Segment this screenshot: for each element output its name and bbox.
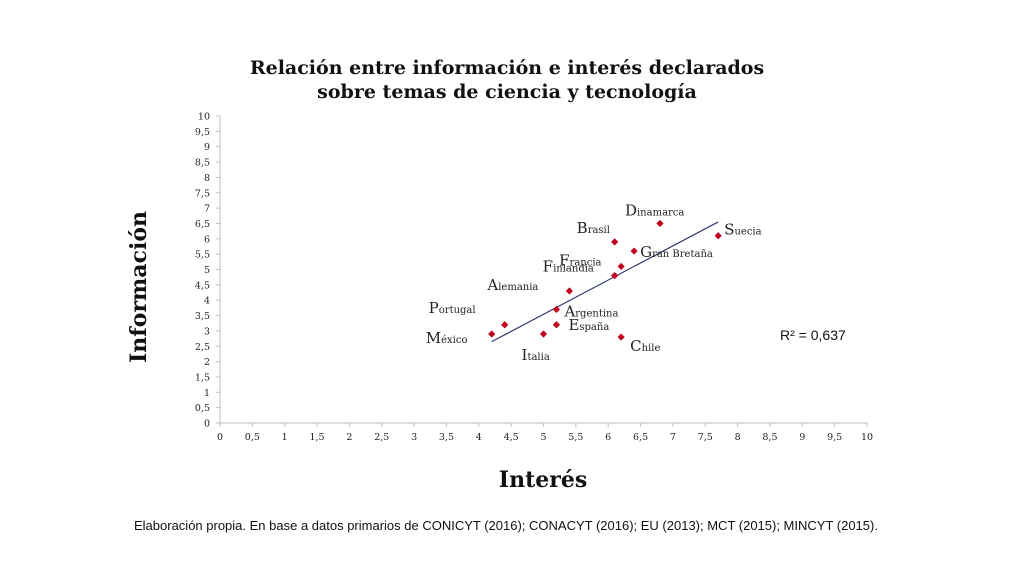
point-label: Dinamarca — [625, 201, 684, 219]
data-point — [611, 272, 619, 280]
y-tick-label: 7,5 — [195, 188, 210, 199]
data-point — [656, 219, 664, 228]
data-point — [501, 321, 509, 329]
x-tick-label: 0,5 — [245, 432, 260, 443]
x-tick-label: 3,5 — [439, 432, 454, 443]
point-label: México — [426, 329, 468, 347]
x-tick-label: 10 — [861, 432, 873, 443]
x-tick-label: 5 — [540, 432, 546, 443]
x-axis-title: Interés — [499, 467, 587, 493]
x-tick-label: 2,5 — [374, 432, 389, 443]
x-tick-label: 4,5 — [504, 432, 519, 443]
y-tick-label: 5 — [204, 265, 210, 276]
x-tick-label: 6,5 — [633, 432, 648, 443]
y-tick-label: 6 — [204, 234, 210, 245]
data-point — [539, 330, 548, 338]
y-tick-label: 4 — [204, 296, 210, 307]
x-tick-label: 7 — [670, 432, 676, 443]
point-label: Alemania — [486, 276, 538, 294]
point-label: Argentina — [563, 302, 618, 320]
x-tick-label: 4 — [476, 432, 482, 443]
y-tick-label: 3 — [204, 326, 210, 337]
point-label: Gran Bretaña — [640, 243, 713, 261]
y-axis-ticks: 0 0,5 1 1,5 2 2,5 3 3,5 4 4,5 5 5,5 6 6,5 7 7,5 8 8,5 9 9,5… — [195, 112, 220, 430]
x-tick-label: 1,5 — [309, 432, 324, 443]
data-point — [617, 333, 625, 341]
y-tick-label: 1 — [204, 388, 210, 399]
x-tick-label: 0 — [217, 432, 223, 443]
data-point — [552, 305, 561, 314]
y-tick-label: 0,5 — [195, 403, 210, 414]
data-point — [630, 247, 638, 255]
source-note: Elaboración propia. En base a datos prim… — [134, 518, 878, 533]
y-tick-label: 2,5 — [195, 342, 210, 353]
y-tick-label: 2 — [204, 357, 210, 368]
point-label: Finlandia — [543, 258, 594, 276]
chart-title-line-2: sobre temas de ciencia y tecnología — [317, 81, 697, 103]
y-tick-label: 10 — [198, 112, 210, 123]
point-label: Chile — [630, 337, 660, 355]
point-label: Brasil — [577, 219, 610, 237]
y-tick-label: 9,5 — [195, 127, 210, 138]
point-label: Francia — [559, 251, 601, 269]
x-tick-label: 3 — [411, 432, 417, 443]
y-tick-label: 8 — [204, 173, 210, 184]
x-tick-label: 5,5 — [568, 432, 583, 443]
y-tick-label: 7 — [204, 204, 210, 215]
point-label: Suecia — [724, 221, 761, 239]
y-tick-label: 6,5 — [195, 219, 210, 230]
x-tick-label: 2 — [346, 432, 352, 443]
x-tick-label: 9,5 — [827, 432, 842, 443]
y-tick-label: 8,5 — [195, 158, 210, 169]
data-point — [617, 262, 625, 271]
chart-title-line-1: Relación entre información e interés dec… — [250, 57, 764, 79]
r-squared-label: R² = 0,637 — [780, 327, 846, 343]
y-axis-title: Información — [126, 211, 152, 363]
y-tick-label: 3,5 — [195, 311, 210, 322]
x-tick-label: 1 — [282, 432, 288, 443]
data-points — [488, 219, 722, 341]
y-tick-label: 9 — [204, 142, 210, 153]
data-point — [714, 232, 722, 240]
x-tick-label: 8 — [735, 432, 741, 443]
x-tick-label: 7,5 — [698, 432, 713, 443]
trendline — [491, 221, 719, 343]
data-point — [552, 321, 561, 329]
point-label: Italia — [522, 346, 550, 364]
x-axis-ticks: 0 0,5 1 1,5 2 2,5 3 3,5 4 4,5 5 5,5 6 6,5 7 7,5 8 8,5 9 9,5… — [217, 423, 873, 443]
data-point — [611, 238, 619, 246]
y-tick-label: 1,5 — [195, 372, 210, 383]
point-label: Portugal — [429, 299, 476, 317]
x-tick-label: 6 — [605, 432, 611, 443]
x-tick-label: 9 — [799, 432, 805, 443]
data-point — [488, 330, 496, 338]
point-label: España — [568, 316, 609, 334]
y-tick-label: 4,5 — [195, 280, 210, 291]
y-tick-label: 5,5 — [195, 250, 210, 261]
y-tick-label: 0 — [204, 419, 210, 430]
x-tick-label: 8,5 — [762, 432, 777, 443]
data-point — [565, 287, 573, 295]
